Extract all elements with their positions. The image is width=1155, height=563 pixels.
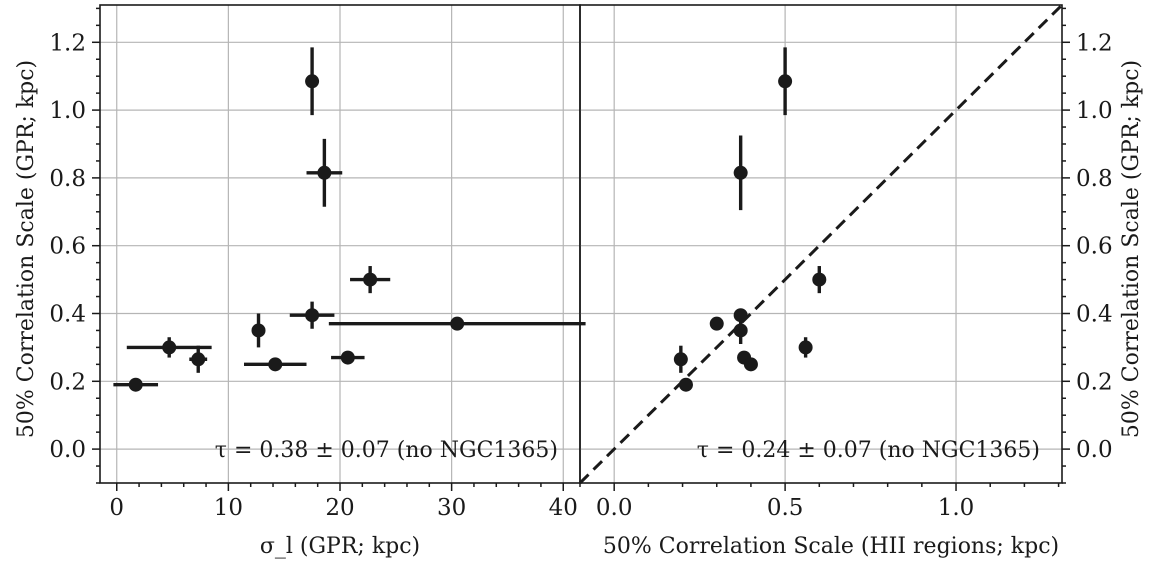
data-point — [251, 323, 266, 338]
y-tick-label: 0.8 — [49, 166, 86, 192]
x-tick-label: 0 — [109, 495, 124, 521]
y-tick-label: 1.0 — [49, 98, 86, 124]
right-x-axis-label: 50% Correlation Scale (HII regions; kpc) — [603, 534, 1059, 559]
data-point — [305, 308, 320, 323]
data-point — [450, 316, 465, 331]
y-tick-label: 1.2 — [49, 30, 86, 56]
y-tick-label: 0.6 — [1076, 234, 1113, 260]
data-point — [798, 340, 813, 355]
y-tick-label: 0.4 — [1076, 301, 1113, 327]
x-tick-label: 40 — [549, 495, 578, 521]
right-ticks: 0.0 0.5 1.0 0.0 0.2 0.4 0.6 0.8 1.0 1.2 — [579, 7, 1113, 521]
data-point — [733, 323, 748, 338]
data-point — [317, 165, 332, 180]
left-points — [128, 74, 465, 392]
left-error-bars — [113, 47, 586, 387]
data-point — [191, 352, 206, 367]
x-tick-label: 0.5 — [767, 495, 804, 521]
right-y-axis-label: 50% Correlation Scale (GPR; kpc) — [1119, 60, 1144, 438]
right-panel: 0.0 0.5 1.0 0.0 0.2 0.4 0.6 0.8 1.0 1.2 τ = 0.24 … — [578, 3, 1144, 559]
data-point — [778, 74, 793, 89]
right-error-bars — [679, 47, 821, 373]
data-point — [363, 272, 378, 287]
left-y-axis-label: 50% Correlation Scale (GPR; kpc) — [14, 60, 39, 438]
y-tick-label: 0.0 — [49, 437, 86, 463]
data-point — [673, 352, 688, 367]
left-x-axis-label: σ_l (GPR; kpc) — [260, 534, 420, 559]
right-tau-annotation: τ = 0.24 ± 0.07 (no NGC1365) — [697, 438, 1040, 463]
right-plot-frame — [579, 4, 1063, 484]
left-grid — [100, 5, 580, 483]
left-ticks: 0 10 20 30 40 0.0 0.2 0.4 0.6 0.8 1.0 1.2 — [49, 7, 578, 521]
data-point — [743, 357, 758, 372]
right-points — [673, 74, 827, 392]
data-point — [733, 308, 748, 323]
data-point — [340, 350, 355, 365]
data-point — [128, 377, 143, 392]
data-point — [268, 357, 283, 372]
left-panel: 0 10 20 30 40 0.0 0.2 0.4 0.6 0.8 1.0 1.2 τ = 0.38 … — [14, 4, 586, 559]
y-tick-label: 0.4 — [49, 301, 86, 327]
x-tick-label: 10 — [214, 495, 243, 521]
left-tau-annotation: τ = 0.38 ± 0.07 (no NGC1365) — [215, 438, 558, 463]
one-to-one-dashed-line — [578, 3, 1064, 485]
y-tick-label: 0.6 — [49, 234, 86, 260]
x-tick-label: 20 — [325, 495, 354, 521]
data-point — [162, 340, 177, 355]
x-tick-label: 1.0 — [938, 495, 975, 521]
x-tick-label: 30 — [437, 495, 466, 521]
x-tick-label: 0.0 — [596, 495, 633, 521]
y-tick-label: 1.2 — [1076, 30, 1113, 56]
y-tick-label: 0.8 — [1076, 166, 1113, 192]
data-point — [812, 272, 827, 287]
data-point — [733, 165, 748, 180]
data-point — [709, 316, 724, 331]
y-tick-label: 0.0 — [1076, 437, 1113, 463]
y-tick-label: 0.2 — [1076, 369, 1113, 395]
y-tick-label: 1.0 — [1076, 98, 1113, 124]
y-tick-label: 0.2 — [49, 369, 86, 395]
data-point — [678, 377, 693, 392]
data-point — [305, 74, 320, 89]
